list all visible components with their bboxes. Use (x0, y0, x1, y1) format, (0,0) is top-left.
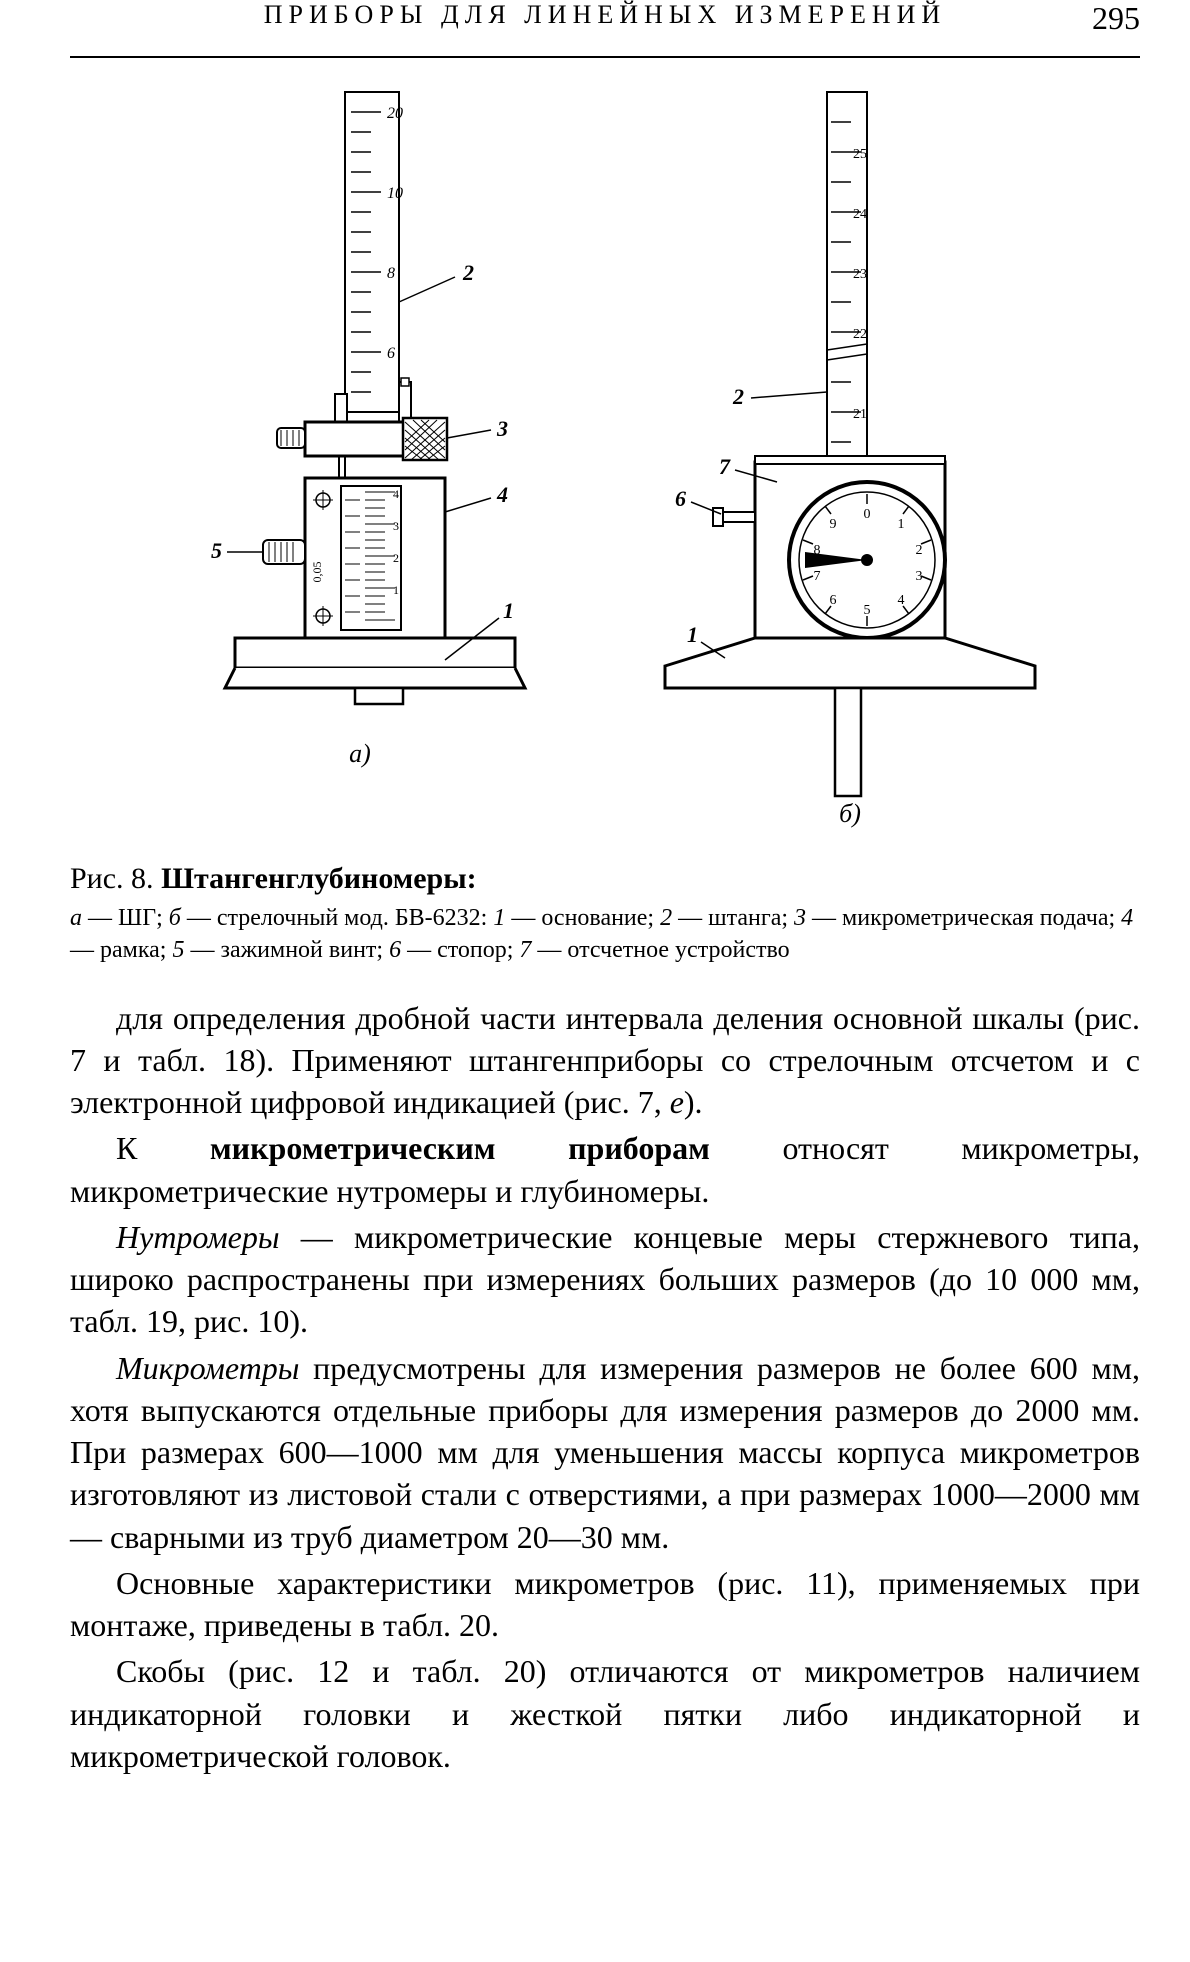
scale-inner-2: 2 (393, 551, 399, 565)
cap-p3: — стрелочный мод. БВ-6232: (181, 905, 493, 931)
para-2: К микрометрическим приборам относят микр… (70, 1127, 1140, 1211)
cap-p12: 5 (172, 937, 184, 963)
running-head: ПРИБОРЫ ДЛЯ ЛИНЕЙНЫХ ИЗМЕРЕНИЙ 295 (70, 0, 1140, 50)
para-5: Основные характеристики микрометров (рис… (70, 1562, 1140, 1646)
cap-p13: — зажимной винт; (184, 937, 389, 963)
callout-b2: 2 (732, 384, 744, 409)
dial-7: 7 (814, 569, 821, 584)
cap-p11: — рамка; (70, 937, 172, 963)
cap-p5: — основание; (505, 905, 660, 931)
callout-b1: 1 (687, 622, 698, 647)
dial-8: 8 (814, 543, 821, 558)
scale-a-8: 8 (387, 265, 395, 282)
scale-inner-4: 4 (393, 487, 399, 501)
scale-a-6: 6 (387, 345, 395, 362)
scale-inner-3: 3 (393, 519, 399, 533)
cap-p9: — микрометрическая подача; (806, 905, 1121, 931)
scale-b-21: 21 (853, 407, 867, 422)
cap-p0: а (70, 905, 82, 931)
dial-5: 5 (864, 603, 871, 618)
callout-a4: 4 (496, 482, 508, 507)
scale-b-23: 23 (853, 267, 867, 282)
figure-caption-body: а — ШГ; б — стрелочный мод. БВ-6232: 1 —… (70, 902, 1140, 967)
figure-caption-bold: Штангенглубиномеры: (161, 862, 477, 895)
dial-1: 1 (898, 517, 905, 532)
cap-p10: 4 (1121, 905, 1133, 931)
p6: Скобы (рис. 12 и табл. 20) отличаются от… (70, 1653, 1140, 1773)
dial-6: 6 (830, 593, 837, 608)
cap-p4: 1 (493, 905, 505, 931)
cap-p17: — отсчетное устройство (531, 937, 789, 963)
body-text: для определения дробной части интервала … (70, 997, 1140, 1777)
cap-p15: — стопор; (401, 937, 519, 963)
scale-inner-1: 1 (393, 583, 399, 597)
running-title: ПРИБОРЫ ДЛЯ ЛИНЕЙНЫХ ИЗМЕРЕНИЙ (264, 0, 946, 30)
scale-b-24: 24 (853, 207, 867, 222)
figure-label-b: б) (839, 799, 861, 828)
para-1: для определения дробной части интервала … (70, 997, 1140, 1124)
cap-p6: 2 (660, 905, 672, 931)
figure-caption-title: Рис. 8. Штангенглубиномеры: (70, 862, 1140, 896)
p2a: К (116, 1130, 210, 1166)
dial-4: 4 (898, 593, 905, 608)
cap-p14: 6 (389, 937, 401, 963)
p5: Основные характеристики микрометров (рис… (70, 1565, 1140, 1643)
p3em: Нутромеры (116, 1219, 280, 1255)
callout-b6: 6 (675, 486, 686, 511)
figure-caption-prefix: Рис. 8. (70, 862, 161, 895)
p2bold: микрометрическим приборам (210, 1130, 710, 1166)
callout-a3: 3 (496, 416, 508, 441)
callout-a1: 1 (503, 598, 514, 623)
callout-a5: 5 (211, 538, 222, 563)
dial-9: 9 (830, 517, 837, 532)
para-4: Микрометры предусмотрены для измерения р… (70, 1347, 1140, 1558)
scale-inner-label: 0,05 (310, 562, 324, 583)
scale-a-20: 20 (387, 105, 403, 122)
header-rule (70, 56, 1140, 58)
callout-b7: 7 (719, 454, 731, 479)
dial-3: 3 (916, 569, 923, 584)
para-3: Нутромеры — микрометрические концевые ме… (70, 1216, 1140, 1343)
figure-8a: 20 10 8 6 4 3 2 1 0,05 2 3 4 5 1 а) (145, 82, 575, 782)
cap-p1: — ШГ; (82, 905, 169, 931)
figure-label-a: а) (349, 739, 371, 768)
p4em: Микрометры (116, 1350, 299, 1386)
cap-p16: 7 (519, 937, 531, 963)
cap-p7: — штанга; (672, 905, 794, 931)
para-6: Скобы (рис. 12 и табл. 20) отличаются от… (70, 1650, 1140, 1777)
scale-b-25: 25 (853, 147, 867, 162)
dial-0: 0 (864, 507, 871, 522)
cap-p2: б (169, 905, 181, 931)
dial-2: 2 (916, 543, 923, 558)
callout-a2: 2 (462, 260, 474, 285)
page-number: 295 (1092, 0, 1140, 37)
figure-8b: 25 24 23 22 21 0 1 2 3 4 5 6 7 8 9 2 7 6… (605, 82, 1065, 842)
figure-8: 20 10 8 6 4 3 2 1 0,05 2 3 4 5 1 а) (70, 82, 1140, 842)
scale-a-10: 10 (387, 185, 403, 202)
scale-b-22: 22 (853, 327, 867, 342)
p1end: ). (684, 1084, 703, 1120)
cap-p8: 3 (794, 905, 806, 931)
p1e: е (670, 1084, 684, 1120)
p1a: для определения дробной части интервала … (70, 1000, 1140, 1120)
